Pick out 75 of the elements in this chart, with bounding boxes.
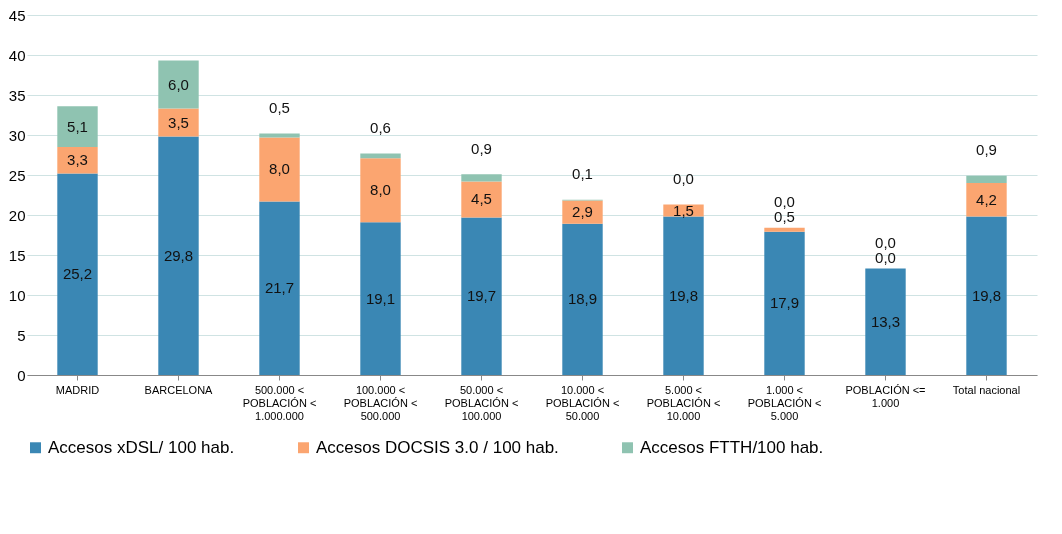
data-label: 0,5 [774, 208, 795, 226]
bar [360, 158, 401, 223]
x-tick-label: 100.000 < POBLACIÓN < 500.000 [343, 383, 418, 422]
data-label: 0,0 [875, 249, 896, 267]
bar [562, 223, 603, 375]
y-tick-label: 35 [8, 86, 26, 104]
data-label: 21,7 [264, 279, 295, 297]
data-label: 19,8 [971, 286, 1002, 304]
legend-label: Accesos FTTH/100 hab. [640, 437, 824, 457]
bar [158, 108, 199, 137]
data-label: 18,9 [567, 290, 598, 308]
bar [461, 181, 502, 218]
y-tick-label: 5 [17, 326, 26, 344]
data-label: 0,6 [370, 118, 391, 136]
bar [360, 153, 401, 159]
data-label: 8,0 [370, 181, 391, 199]
data-label: 13,3 [870, 312, 901, 330]
bar [57, 106, 98, 147]
data-label: 0,1 [572, 165, 593, 183]
data-label: 19,8 [668, 286, 699, 304]
legend-label: Accesos xDSL/ 100 hab. [48, 437, 235, 457]
bar [966, 175, 1007, 183]
bar [461, 174, 502, 182]
data-label: 25,2 [62, 265, 93, 283]
x-tick-label: BARCELONA [144, 383, 214, 396]
data-label: 1,5 [673, 201, 694, 219]
y-tick-label: 15 [8, 246, 26, 264]
data-label: 5,1 [67, 117, 88, 135]
data-label: 3,5 [168, 113, 189, 131]
data-label: 0,5 [269, 98, 290, 116]
x-tick-label: 500.000 < POBLACIÓN < 1.000.000 [242, 383, 317, 422]
data-label: 19,7 [466, 287, 497, 305]
legend-label: Accesos DOCSIS 3.0 / 100 hab. [316, 437, 559, 457]
data-label: 29,8 [163, 246, 194, 264]
data-label: 0,9 [976, 141, 997, 159]
data-label: 0,0 [673, 170, 694, 187]
bar [663, 216, 704, 375]
bar [259, 201, 300, 375]
y-tick-label: 45 [8, 6, 26, 24]
x-tick-label: MADRID [55, 383, 100, 396]
data-label: 3,3 [67, 151, 88, 169]
bar [158, 136, 199, 375]
x-tick-label: POBLACIÓN <= 1.000 [845, 383, 926, 409]
data-label: 0,0 [774, 193, 795, 211]
y-tick-label: 20 [8, 206, 26, 224]
data-label: 4,2 [976, 190, 997, 208]
data-label: 4,5 [471, 190, 492, 208]
data-label: 0,9 [471, 139, 492, 157]
bar [865, 268, 906, 375]
data-label: 2,9 [572, 203, 593, 221]
y-tick-label: 25 [8, 166, 26, 184]
x-tick-label: 50.000 < POBLACIÓN < 100.000 [444, 383, 519, 422]
y-tick-label: 40 [8, 46, 26, 64]
y-tick-label: 0 [17, 366, 26, 384]
x-tick-label: 10.000 < POBLACIÓN < 50.000 [545, 383, 620, 422]
bar [764, 231, 805, 375]
bar [461, 217, 502, 375]
bar [966, 183, 1007, 217]
bar [360, 222, 401, 375]
data-label: 8,0 [269, 160, 290, 178]
bar [966, 216, 1007, 375]
y-tick-label: 30 [8, 126, 26, 144]
bar [259, 133, 300, 138]
x-tick-label: Total nacional [952, 383, 1021, 396]
data-label: 0,0 [875, 234, 896, 251]
y-tick-label: 10 [8, 286, 26, 304]
data-label: 6,0 [168, 75, 189, 93]
data-label: 17,9 [769, 294, 800, 312]
bar [764, 227, 805, 232]
data-label: 19,1 [365, 289, 396, 307]
bar [259, 137, 300, 202]
x-tick-label: 5.000 < POBLACIÓN < 10.000 [646, 383, 721, 422]
x-tick-label: 1.000 < POBLACIÓN < 5.000 [747, 383, 822, 422]
bar [57, 173, 98, 375]
bar [158, 60, 199, 109]
